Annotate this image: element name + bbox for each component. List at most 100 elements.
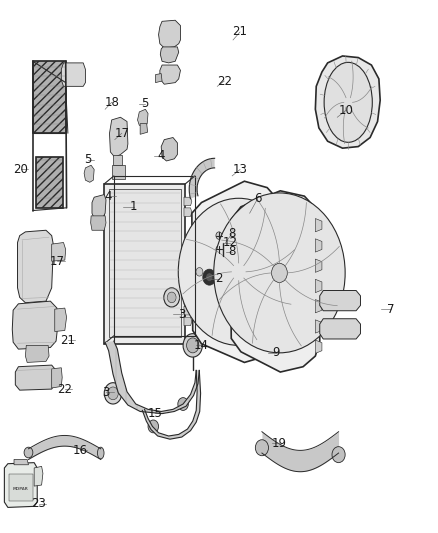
Text: 23: 23 bbox=[31, 497, 46, 510]
Text: 5: 5 bbox=[141, 98, 148, 110]
Ellipse shape bbox=[97, 447, 104, 459]
Text: 15: 15 bbox=[148, 407, 163, 419]
Polygon shape bbox=[320, 319, 360, 339]
Polygon shape bbox=[84, 165, 94, 182]
Circle shape bbox=[148, 420, 159, 433]
Text: 21: 21 bbox=[60, 334, 75, 346]
Circle shape bbox=[178, 398, 188, 410]
Text: 7: 7 bbox=[387, 303, 395, 316]
Polygon shape bbox=[4, 463, 37, 507]
Polygon shape bbox=[55, 308, 67, 332]
Circle shape bbox=[167, 292, 176, 303]
Text: 2: 2 bbox=[215, 272, 223, 285]
Circle shape bbox=[187, 338, 199, 353]
Polygon shape bbox=[92, 195, 106, 219]
Polygon shape bbox=[142, 370, 201, 439]
Polygon shape bbox=[160, 65, 180, 84]
Polygon shape bbox=[315, 279, 322, 293]
Circle shape bbox=[216, 232, 222, 239]
Circle shape bbox=[178, 198, 299, 345]
Circle shape bbox=[196, 268, 203, 276]
Bar bbox=[33, 61, 66, 133]
Polygon shape bbox=[161, 138, 177, 161]
Polygon shape bbox=[320, 290, 360, 311]
Text: 18: 18 bbox=[104, 96, 119, 109]
Polygon shape bbox=[140, 124, 148, 134]
Polygon shape bbox=[159, 20, 180, 48]
Text: 22: 22 bbox=[217, 75, 232, 87]
Polygon shape bbox=[34, 466, 43, 486]
Text: 17: 17 bbox=[114, 127, 129, 140]
Circle shape bbox=[235, 316, 242, 324]
Circle shape bbox=[206, 273, 213, 281]
Circle shape bbox=[24, 447, 33, 458]
Polygon shape bbox=[315, 300, 322, 313]
Text: MOPAR: MOPAR bbox=[13, 487, 28, 491]
Text: 13: 13 bbox=[233, 163, 247, 176]
Polygon shape bbox=[315, 219, 322, 232]
Text: 12: 12 bbox=[223, 236, 237, 249]
Polygon shape bbox=[14, 459, 28, 465]
Polygon shape bbox=[315, 259, 322, 272]
Text: 8: 8 bbox=[229, 245, 236, 258]
Bar bbox=[33, 61, 66, 133]
Polygon shape bbox=[91, 216, 106, 230]
Text: 4: 4 bbox=[157, 149, 165, 162]
Text: 3: 3 bbox=[178, 308, 185, 321]
Circle shape bbox=[183, 334, 202, 357]
Polygon shape bbox=[184, 296, 192, 304]
Polygon shape bbox=[9, 474, 33, 501]
Circle shape bbox=[272, 263, 287, 282]
Ellipse shape bbox=[324, 62, 372, 142]
Text: 1: 1 bbox=[130, 200, 138, 213]
Polygon shape bbox=[15, 365, 56, 390]
Text: 10: 10 bbox=[339, 104, 353, 117]
Text: 3: 3 bbox=[102, 386, 110, 399]
Circle shape bbox=[332, 447, 345, 463]
Bar bbox=[104, 184, 185, 344]
Text: 21: 21 bbox=[233, 26, 247, 38]
Polygon shape bbox=[113, 155, 122, 165]
Circle shape bbox=[104, 383, 122, 404]
Polygon shape bbox=[61, 63, 85, 86]
Polygon shape bbox=[184, 208, 192, 216]
Text: 6: 6 bbox=[254, 192, 261, 205]
Polygon shape bbox=[189, 158, 215, 199]
Polygon shape bbox=[220, 243, 227, 249]
Circle shape bbox=[108, 387, 118, 400]
Circle shape bbox=[255, 440, 268, 456]
Polygon shape bbox=[230, 191, 320, 372]
Circle shape bbox=[203, 269, 216, 285]
Bar bbox=[36, 157, 63, 208]
Text: 16: 16 bbox=[72, 444, 87, 457]
Polygon shape bbox=[184, 306, 192, 315]
Bar bbox=[36, 157, 63, 208]
Polygon shape bbox=[192, 181, 283, 362]
Polygon shape bbox=[160, 47, 179, 63]
Polygon shape bbox=[315, 56, 380, 148]
Circle shape bbox=[216, 246, 222, 253]
Polygon shape bbox=[105, 341, 199, 414]
Polygon shape bbox=[52, 243, 66, 261]
Polygon shape bbox=[315, 340, 322, 353]
Text: 17: 17 bbox=[49, 255, 64, 268]
Polygon shape bbox=[52, 368, 62, 388]
Text: 14: 14 bbox=[194, 339, 209, 352]
Bar bbox=[109, 189, 181, 337]
Polygon shape bbox=[18, 230, 53, 303]
Text: 22: 22 bbox=[57, 383, 72, 395]
Text: 20: 20 bbox=[14, 163, 28, 176]
Polygon shape bbox=[138, 109, 148, 127]
Text: 19: 19 bbox=[272, 437, 287, 450]
Polygon shape bbox=[25, 345, 49, 362]
Polygon shape bbox=[184, 197, 192, 206]
Polygon shape bbox=[315, 320, 322, 333]
Polygon shape bbox=[110, 117, 128, 157]
Circle shape bbox=[214, 193, 345, 353]
Polygon shape bbox=[112, 165, 125, 179]
Polygon shape bbox=[12, 301, 58, 349]
Circle shape bbox=[164, 288, 180, 307]
Text: 8: 8 bbox=[229, 227, 236, 240]
Circle shape bbox=[235, 220, 242, 228]
Polygon shape bbox=[315, 239, 322, 252]
